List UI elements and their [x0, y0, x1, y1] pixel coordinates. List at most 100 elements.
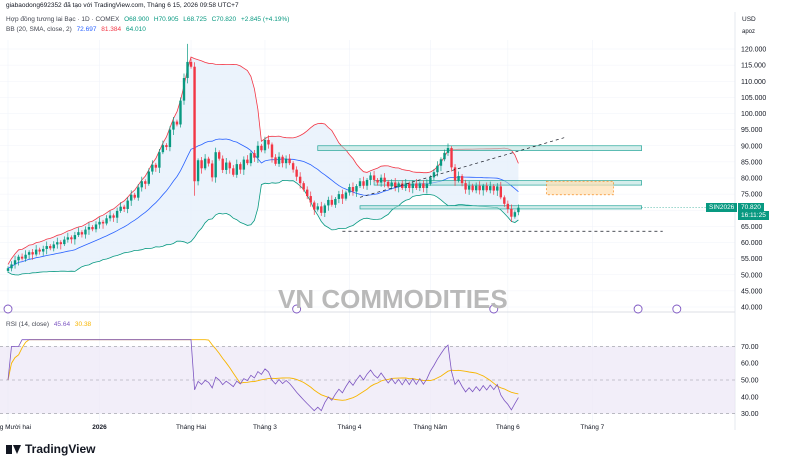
candle: [140, 181, 143, 188]
candle: [260, 145, 263, 151]
rsi-tick-label: 40.00: [741, 394, 759, 401]
candle: [334, 198, 337, 205]
axis-currency[interactable]: USD: [742, 16, 756, 23]
candle: [467, 185, 471, 190]
candle: [203, 158, 207, 169]
candle: [56, 242, 59, 245]
band-fill: [8, 57, 519, 275]
consolidation-box: [546, 180, 614, 196]
candle: [270, 144, 274, 158]
candle: [288, 158, 291, 164]
candle: [10, 264, 13, 269]
candle: [397, 183, 400, 188]
ohlc-open: O68.900: [124, 16, 150, 23]
price-tick-label: 85.000: [741, 159, 763, 166]
candle: [302, 183, 305, 190]
candle: [453, 167, 457, 181]
candle: [460, 176, 464, 184]
candle: [130, 194, 133, 201]
candle: [87, 227, 91, 230]
price-tick-label: 100.000: [741, 111, 766, 118]
symbol-name[interactable]: Hợp đồng tương lai Bạc · 1D · COMEX: [6, 16, 120, 23]
candle: [316, 206, 319, 210]
candle: [474, 185, 478, 191]
candle: [418, 183, 422, 188]
brand-name: TradingView: [25, 442, 96, 456]
candle: [422, 183, 425, 188]
candle: [246, 159, 249, 164]
event-marker-icon[interactable]: [672, 304, 682, 314]
candle: [298, 176, 302, 184]
price-tick-label: 55.000: [741, 256, 763, 263]
candle: [323, 205, 326, 213]
candle: [34, 249, 38, 255]
candle: [369, 175, 372, 180]
event-marker-icon[interactable]: [292, 304, 302, 314]
candle: [186, 61, 189, 79]
candle: [446, 148, 450, 153]
chart-overlays: [342, 137, 735, 232]
candle: [98, 221, 101, 225]
resistance-zone: [359, 205, 642, 210]
event-marker-icon[interactable]: [3, 304, 13, 314]
price-tag-symbol: SIN2026: [706, 203, 738, 212]
candle: [506, 203, 510, 209]
rsi-tick-label: 30.00: [741, 411, 759, 418]
ohlc-high: H70.905: [153, 16, 179, 23]
price-tick-label: 120.000: [741, 47, 766, 54]
event-marker-icon[interactable]: [489, 304, 499, 314]
time-tick-label: Tháng 7: [580, 424, 604, 431]
candle: [94, 224, 98, 230]
candle: [49, 246, 52, 249]
price-tick-label: 80.000: [741, 176, 763, 183]
candle: [154, 164, 158, 168]
candle: [45, 246, 48, 249]
candle: [450, 148, 453, 168]
candle: [267, 139, 270, 145]
candle: [38, 249, 41, 252]
price-tick-label: 40.000: [741, 305, 763, 312]
price-tick-label: 75.000: [741, 192, 763, 199]
candle: [242, 159, 246, 170]
candle: [196, 160, 200, 182]
candle: [24, 254, 27, 259]
bb-upper-value: 81.384: [101, 26, 122, 33]
candle: [358, 181, 362, 187]
candle: [73, 235, 77, 240]
candle: [263, 139, 267, 151]
candle: [31, 252, 34, 255]
candle: [6, 268, 10, 271]
candle: [344, 192, 348, 199]
axis-sub-label: apoz: [742, 29, 756, 35]
candle: [404, 183, 407, 188]
candle: [179, 100, 182, 125]
candle: [137, 187, 140, 198]
bb-label[interactable]: BB (20, SMA, close, 2): [6, 26, 72, 33]
candle: [429, 177, 432, 184]
tradingview-logo[interactable]: TradingView: [6, 442, 95, 456]
candle: [457, 176, 460, 181]
price-tick-label: 110.000: [741, 79, 766, 86]
price-tick-label: 65.000: [741, 224, 763, 231]
candle: [439, 159, 443, 166]
candle: [309, 196, 312, 203]
ohlc-change: +2.845 (+4.19%): [240, 16, 290, 23]
rsi-label[interactable]: RSI (14, close): [6, 321, 49, 328]
candle: [232, 168, 235, 175]
candle: [499, 186, 502, 198]
candle: [63, 239, 66, 245]
event-marker-icon[interactable]: [633, 304, 643, 314]
candle: [355, 186, 358, 192]
candle: [70, 237, 73, 240]
price-tag-countdown: 16:11:25: [738, 211, 769, 220]
candle: [394, 182, 397, 188]
candle: [91, 227, 94, 230]
candle: [151, 164, 154, 172]
bb-lower-value: 64.010: [125, 26, 146, 33]
candle: [165, 145, 168, 148]
candle: [337, 194, 341, 199]
candle: [126, 200, 129, 209]
bb-lower-line: [7, 179, 519, 276]
candle: [13, 260, 17, 265]
